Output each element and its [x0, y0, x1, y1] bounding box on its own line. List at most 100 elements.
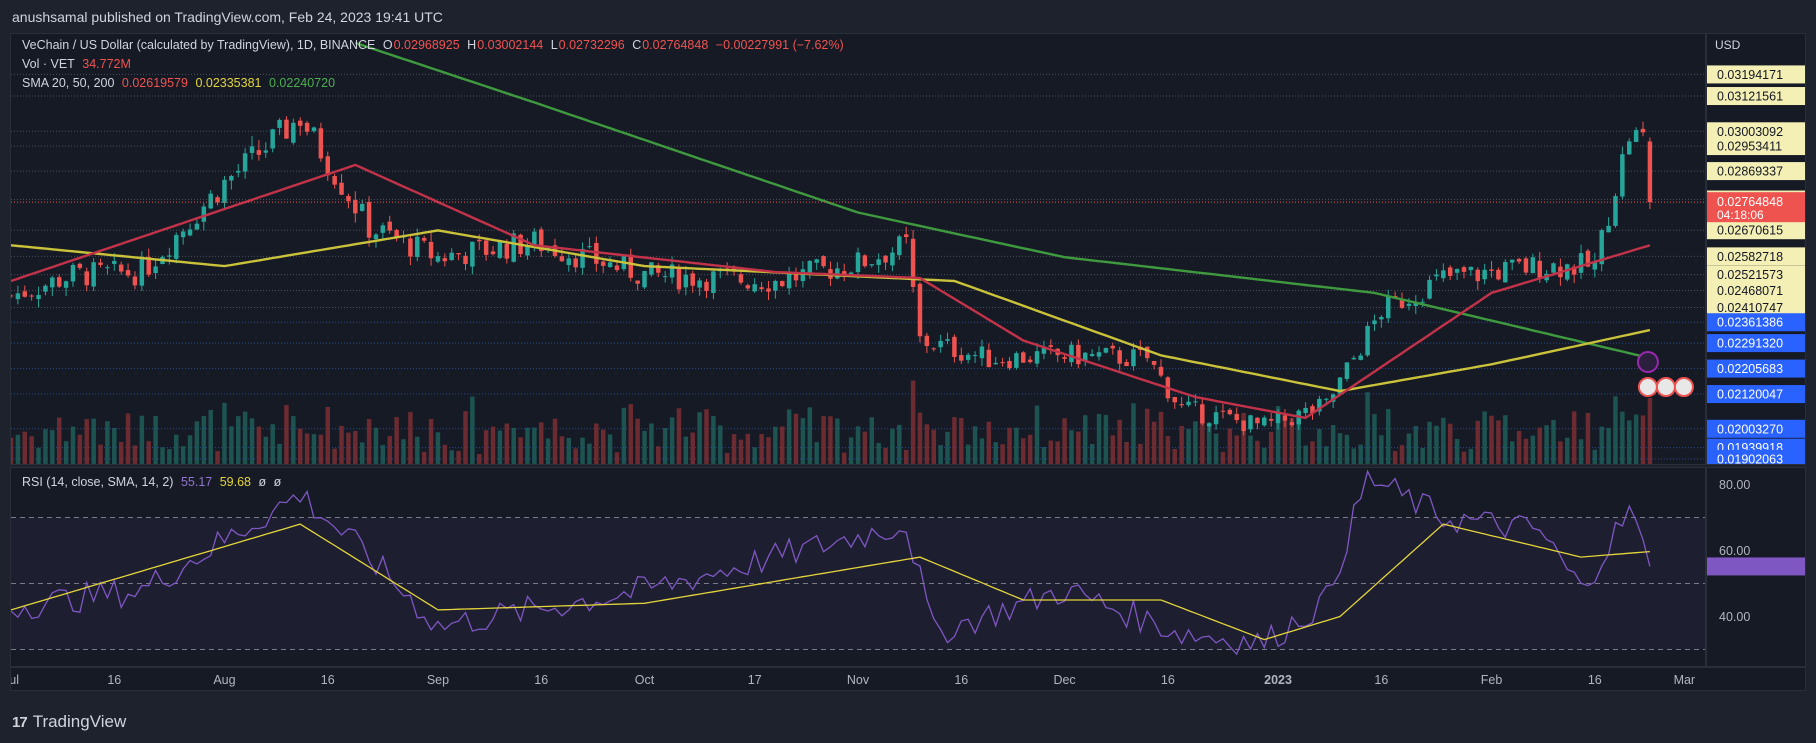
candle-body [1200, 404, 1205, 424]
volume-bar [711, 415, 716, 464]
volume-bar [979, 438, 985, 464]
volume-bar [532, 427, 537, 464]
volume-bar [167, 449, 172, 464]
candle-body [1503, 262, 1508, 283]
candle-body [635, 280, 640, 284]
price-label-box [1707, 449, 1805, 468]
tradingview-footer[interactable]: 17 TradingView [12, 712, 126, 732]
volume-bar [401, 439, 406, 464]
symbol-title[interactable]: VeChain / US Dollar (calculated by Tradi… [22, 38, 376, 52]
candle-body [1454, 269, 1460, 273]
volume-bar [380, 445, 386, 464]
price-axis[interactable]: USD 0.03194171 0.03121561 0.03003092 0.02953… [1706, 33, 1806, 468]
volume-bar [1551, 419, 1556, 464]
candle-body [1220, 410, 1226, 412]
volume-bar [1523, 438, 1529, 464]
sma-label[interactable]: SMA 20, 50, 200 [22, 76, 115, 90]
ohlc-close: 0.02764848 [642, 38, 709, 52]
candle-body [1151, 360, 1157, 365]
volume-bar [1062, 418, 1067, 464]
volume-bar [201, 415, 207, 464]
candle-body [353, 200, 358, 214]
candle-body [180, 231, 186, 238]
candle-body [497, 241, 503, 258]
candle-body [194, 223, 200, 230]
candle-body [394, 230, 399, 238]
volume-label[interactable]: Vol · VET [22, 57, 75, 71]
ohlc-low: 0.02732296 [558, 38, 625, 52]
time-axis[interactable]: Jul 16 Aug 16 Sep 16 Oct 17 Nov 16 Dec 16 2023 16 Feb 1… [3, 667, 1806, 691]
volume-bar [1372, 414, 1377, 464]
rsi-panel[interactable] [10, 467, 1706, 667]
volume-bar [1282, 420, 1288, 464]
volume-bar [1310, 441, 1315, 464]
candle-body [435, 256, 441, 262]
symbol-legend: VeChain / US Dollar (calculated by Tradi… [22, 38, 848, 52]
candle-body [415, 236, 420, 257]
candle-body [1172, 397, 1178, 403]
volume-bar [325, 406, 331, 464]
candle-body [738, 274, 744, 283]
volume-bar [903, 450, 909, 464]
candle-body [1158, 366, 1164, 376]
volume-bar [1048, 440, 1054, 464]
current-price-label: 0.02764848 [1717, 195, 1783, 209]
sma20-line [10, 163, 1651, 420]
volume-bar [187, 435, 193, 464]
candle-body [1537, 260, 1542, 279]
time-tick-label: 16 [534, 673, 548, 687]
candle-body [373, 234, 379, 240]
rsi-label[interactable]: RSI (14, close, SMA, 14, 2) [22, 475, 174, 489]
candle-body [876, 259, 881, 265]
price-label-box [1707, 221, 1805, 240]
volume-bar [1365, 392, 1370, 464]
candle-body [711, 271, 716, 294]
rsi-sma-value: 59.68 [219, 475, 251, 489]
candle-body [1014, 353, 1019, 368]
candle-body [504, 243, 510, 259]
candle-body [1193, 401, 1198, 403]
volume-bar [194, 421, 200, 464]
volume-bar [566, 437, 572, 464]
rsi-line [10, 469, 1651, 656]
candle-body [449, 252, 454, 261]
volume-bar [1076, 431, 1081, 464]
candle-body [408, 238, 413, 257]
candle-body [311, 127, 317, 132]
rsi-axis[interactable]: 80.00 60.00 40.00 [1706, 467, 1806, 667]
volume-bar [594, 423, 599, 464]
volume-bar [91, 418, 96, 464]
volume-bar [1640, 415, 1646, 464]
candle-body [125, 270, 131, 276]
volume-bar [1633, 414, 1639, 464]
price-chart-panel[interactable] [8, 33, 1706, 465]
candle-body [77, 263, 83, 268]
candle-body [841, 271, 847, 276]
volume-bar [1351, 448, 1357, 464]
candle-body [986, 349, 992, 368]
volume-bar [1186, 428, 1191, 464]
rsi-value-box [1707, 557, 1805, 576]
candle-body [56, 277, 62, 287]
price-chart[interactable] [8, 34, 1705, 464]
time-tick-label: 16 [107, 673, 121, 687]
ohlc-close-label: C [632, 38, 642, 52]
candle-body [112, 260, 117, 264]
rsi-chart[interactable] [10, 468, 1705, 666]
volume-bar [318, 434, 324, 464]
candle-body [1000, 362, 1005, 364]
sma-legend: SMA 20, 50, 200 0.02619579 0.02335381 0.… [22, 76, 339, 90]
volume-bar [1544, 425, 1549, 464]
volume-bar [1275, 406, 1281, 464]
volume-bar [1241, 412, 1246, 464]
candle-body [1434, 274, 1439, 277]
candle-body [642, 270, 647, 288]
volume-bar [697, 412, 702, 464]
candle-body [1282, 415, 1288, 421]
volume-bar [580, 437, 585, 464]
price-label-box [1707, 385, 1805, 404]
volume-bar [22, 431, 28, 464]
candle-body [959, 355, 964, 361]
candle-body [263, 150, 269, 153]
volume-bar [263, 436, 269, 464]
